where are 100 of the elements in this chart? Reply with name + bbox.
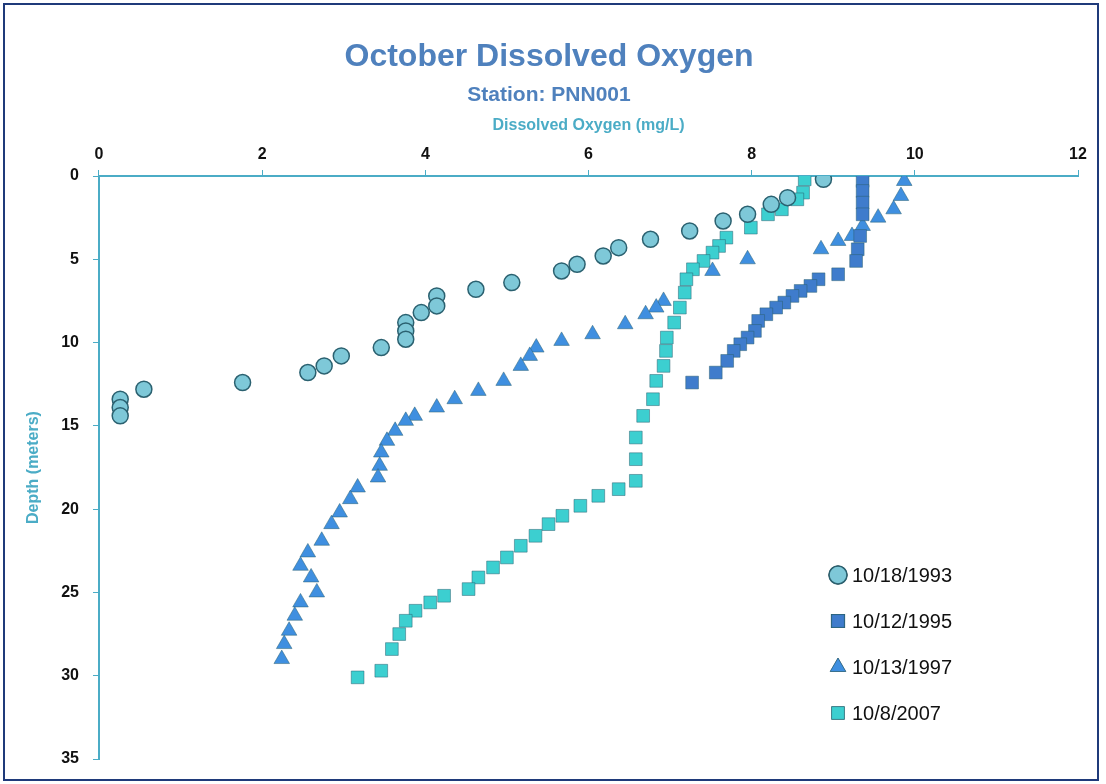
x-axis-title: Dissolved Oxygen (mg/L) (492, 115, 685, 133)
point (849, 254, 863, 268)
point (885, 200, 902, 215)
point (437, 589, 451, 603)
legend-label: 10/8/2007 (852, 701, 941, 724)
point (521, 346, 538, 361)
y-tick-label: 30 (61, 666, 80, 684)
point (273, 649, 290, 664)
y-tick-label: 20 (61, 499, 80, 517)
point (667, 315, 681, 330)
point (660, 330, 674, 345)
point (292, 556, 309, 571)
y-tick-label: 35 (61, 749, 80, 767)
point (303, 568, 320, 583)
point (514, 539, 528, 553)
point (471, 570, 485, 585)
point (308, 583, 325, 598)
point (408, 604, 423, 618)
point (281, 621, 298, 636)
point (649, 374, 663, 388)
point (495, 371, 512, 386)
point (714, 212, 732, 230)
point (659, 344, 673, 358)
point (503, 273, 521, 292)
point (778, 188, 797, 207)
point (831, 267, 845, 281)
y-tick-label: 15 (61, 416, 80, 434)
y-tick-label: 10 (61, 332, 80, 350)
point (500, 550, 514, 565)
point (286, 606, 303, 621)
point (629, 452, 643, 466)
x-tick-label: 12 (1069, 144, 1087, 162)
point (617, 315, 634, 329)
point (313, 531, 330, 546)
point (369, 468, 387, 483)
point (553, 331, 570, 346)
point (342, 489, 359, 504)
point (680, 222, 699, 240)
point (555, 509, 570, 523)
point (351, 670, 365, 684)
point (385, 642, 399, 656)
point (467, 280, 485, 299)
point (406, 406, 423, 421)
point (591, 489, 605, 503)
point (679, 272, 694, 286)
point (648, 298, 665, 313)
point (135, 380, 153, 398)
chart-subtitle: Station: PNN001 (467, 81, 631, 105)
point (528, 529, 543, 543)
point (323, 514, 340, 529)
point (594, 247, 612, 265)
point (428, 398, 445, 413)
point (609, 238, 628, 257)
point (486, 560, 500, 575)
point (397, 330, 415, 348)
legend-label: 10/13/1997 (852, 655, 953, 678)
point (762, 195, 780, 214)
point (744, 221, 758, 235)
point (461, 582, 476, 596)
point (399, 614, 413, 628)
point (387, 421, 404, 436)
chart-title: October Dissolved Oxygen (344, 37, 754, 74)
point (428, 297, 446, 315)
point (331, 503, 348, 518)
point (299, 363, 317, 382)
x-tick-label: 8 (747, 144, 757, 162)
legend-label: 10/18/1993 (852, 563, 953, 586)
point (856, 207, 870, 221)
point (412, 303, 430, 322)
point (853, 229, 867, 243)
point (378, 431, 396, 446)
point (332, 347, 351, 365)
x-tick-label: 10 (905, 144, 924, 162)
point (709, 365, 723, 380)
x-tick-label: 4 (420, 144, 430, 162)
point (292, 593, 309, 608)
point (739, 250, 756, 265)
point (646, 392, 660, 406)
point (299, 543, 316, 558)
point (233, 373, 252, 392)
point (856, 184, 870, 198)
point (423, 595, 437, 610)
point (541, 517, 556, 531)
point (629, 430, 643, 445)
point (678, 285, 692, 300)
point (641, 230, 660, 249)
y-axis-title: Depth (meters) (24, 411, 42, 524)
point (111, 407, 129, 425)
point (371, 456, 388, 471)
y-tick-label: 0 (70, 166, 80, 184)
legend-label: 10/12/1995 (852, 609, 953, 632)
point (685, 375, 699, 390)
point (673, 300, 687, 315)
point (656, 359, 671, 373)
point (568, 255, 586, 274)
point (392, 627, 406, 641)
point (637, 305, 654, 319)
x-tick-label: 0 (94, 144, 104, 162)
point (720, 354, 734, 368)
point (629, 474, 643, 488)
